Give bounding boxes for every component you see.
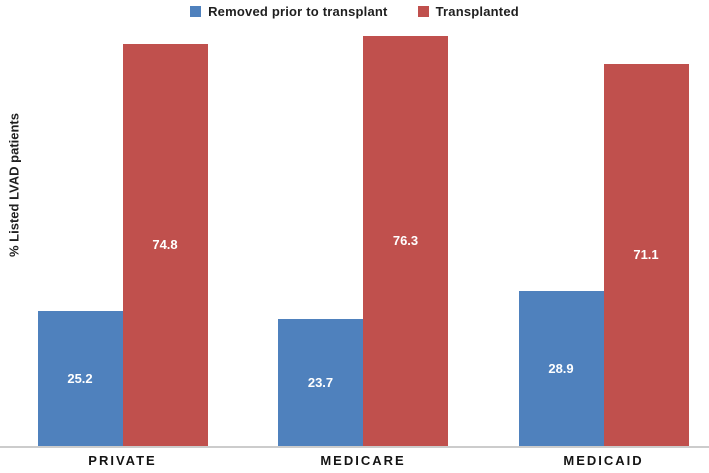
bar-transplanted-medicaid: 71.1 bbox=[603, 63, 689, 446]
legend-item-transplanted: Transplanted bbox=[417, 4, 519, 19]
bar-group-medicaid: 28.9 71.1 MEDICAID bbox=[484, 16, 709, 468]
legend-label-removed-prior-to-transplant: Removed prior to transplant bbox=[208, 4, 388, 19]
bar-group-medicare: 23.7 76.3 MEDICARE bbox=[243, 16, 483, 468]
legend-swatch-blue bbox=[190, 6, 202, 17]
bar-transplanted-medicare: 76.3 bbox=[363, 35, 448, 446]
chart-legend: Removed prior to transplant Transplanted bbox=[0, 4, 709, 19]
bar-value-label: 74.8 bbox=[152, 237, 178, 253]
legend-label-transplanted: Transplanted bbox=[435, 4, 519, 19]
bar-value-label: 76.3 bbox=[392, 233, 419, 249]
bar-transplanted-private: 74.8 bbox=[122, 43, 208, 446]
bar-value-label: 71.1 bbox=[633, 247, 659, 263]
bar-value-label: 23.7 bbox=[307, 374, 334, 390]
legend-item-removed-prior-to-transplant: Removed prior to transplant bbox=[190, 4, 387, 19]
bar-removed-prior-to-transplant-medicaid: 28.9 bbox=[518, 290, 604, 446]
legend-swatch-red bbox=[417, 6, 429, 17]
bar-removed-prior-to-transplant-medicare: 23.7 bbox=[278, 318, 363, 446]
bar-removed-prior-to-transplant-private: 25.2 bbox=[37, 310, 123, 446]
bar-value-label: 25.2 bbox=[67, 370, 93, 386]
x-axis-line bbox=[0, 446, 709, 448]
category-label-private: PRIVATE bbox=[88, 453, 157, 468]
plot-area: 25.2 74.8 PRIVATE 23.7 76.3 MEDICARE 28.9 71.1 M… bbox=[0, 16, 709, 468]
category-label-medicaid: MEDICAID bbox=[563, 453, 644, 468]
category-label-medicare: MEDICARE bbox=[320, 453, 406, 468]
bar-group-private: 25.2 74.8 PRIVATE bbox=[3, 16, 243, 468]
bar-value-label: 28.9 bbox=[548, 360, 574, 376]
